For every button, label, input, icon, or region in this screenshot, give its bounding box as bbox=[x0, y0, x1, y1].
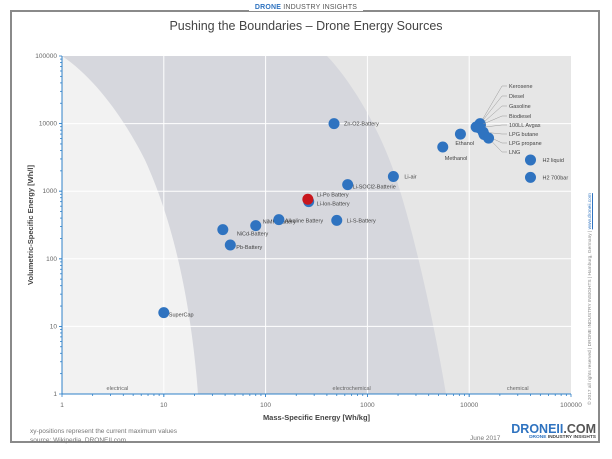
point-label-100ll-avgas: 100LL Avgas bbox=[509, 123, 541, 129]
region-label-electrochemical: electrochemical bbox=[333, 386, 371, 392]
brand-header: DRONE INDUSTRY INSIGHTS bbox=[0, 4, 612, 11]
date-label: June 2017 bbox=[470, 435, 501, 442]
point-label-supercap: SuperCap bbox=[169, 313, 194, 319]
x-tick-label: 1 bbox=[60, 402, 64, 409]
point-h2-700bar bbox=[524, 171, 536, 183]
point-nimh-battery bbox=[250, 220, 262, 232]
point-label-lng: LNG bbox=[509, 150, 520, 156]
logo-suffix: .COM bbox=[563, 422, 596, 436]
copyright-text: © 2017 all rights reserved | DRONE INDUS… bbox=[588, 230, 593, 405]
point-label-zn-o2-battery: Zn-O2-Battery bbox=[344, 122, 379, 128]
logo-sub-bold: DRONE bbox=[529, 435, 547, 440]
point-label-h2-liquid: H2 liquid bbox=[542, 158, 563, 164]
point-nicd-battery bbox=[217, 224, 229, 236]
leader-line bbox=[476, 115, 507, 128]
point-label-ethanol: Ethanol bbox=[455, 141, 474, 147]
point-label-h2-700bar: H2 700bar bbox=[542, 175, 568, 181]
point-label-gasoline: Gasoline bbox=[509, 104, 531, 110]
leader-line bbox=[480, 105, 507, 126]
leader-line bbox=[488, 137, 507, 153]
y-tick-label: 1000 bbox=[43, 188, 58, 195]
x-axis-label: Mass-Specific Energy [Wh/kg] bbox=[263, 413, 371, 422]
point-label-kerosene: Kerosene bbox=[509, 84, 533, 90]
point-label-li-socl2-batterie: Li-SOCl2-Batterie bbox=[353, 185, 396, 191]
region-label-chemical: chemical bbox=[507, 386, 529, 392]
brand-rest: INDUSTRY INSIGHTS bbox=[281, 4, 358, 11]
point-label-nicd-battery: NiCd-Battery bbox=[237, 232, 269, 238]
x-tick-label: 100000 bbox=[560, 402, 582, 409]
region-label-electrical: electrical bbox=[107, 386, 129, 392]
x-tick-label: 100 bbox=[260, 402, 271, 409]
point-label-lpg-propane: LPG propane bbox=[509, 141, 542, 147]
point-methanol bbox=[437, 141, 449, 153]
point-li-po-battery bbox=[302, 193, 314, 205]
point-label-pb-battery: Pb-Battery bbox=[236, 245, 262, 251]
copyright-sidebar: © 2017 all rights reserved | DRONE INDUS… bbox=[588, 193, 593, 405]
droneii-logo: DRONEII.COM DRONE INDUSTRY INSIGHTS bbox=[511, 423, 596, 440]
point-label-li-air: Li-air bbox=[404, 174, 416, 180]
point-ethanol bbox=[454, 128, 466, 140]
point-pb-battery bbox=[224, 239, 236, 251]
leader-line bbox=[479, 95, 507, 125]
point-h2-liquid bbox=[524, 154, 536, 166]
y-tick-label: 100000 bbox=[35, 53, 57, 60]
point-label-alkaline-battery: Alkaline Battery bbox=[285, 219, 323, 225]
point-label-methanol: Methanol bbox=[445, 156, 468, 162]
y-tick-label: 10000 bbox=[39, 121, 57, 128]
leader-line bbox=[479, 85, 507, 124]
point-label-biodiesel: Biodiesel bbox=[509, 114, 531, 120]
logo-main: DRONEII bbox=[511, 422, 564, 436]
y-axis-label: Volumetric-Specific Energy [Wh/l] bbox=[26, 165, 35, 285]
logo-sub-rest: INDUSTRY INSIGHTS bbox=[546, 435, 596, 440]
chart-title: Pushing the Boundaries – Drone Energy So… bbox=[169, 19, 443, 33]
point-li-s-battery bbox=[331, 214, 343, 226]
y-tick-label: 100 bbox=[46, 256, 57, 263]
y-tick-label: 1 bbox=[53, 391, 57, 398]
point-alkaline-battery bbox=[273, 214, 285, 226]
point-label-lpg-butane: LPG butane bbox=[509, 132, 538, 138]
point-li-socl2-batterie bbox=[342, 179, 354, 191]
brand-bold: DRONE bbox=[254, 4, 282, 11]
x-tick-label: 10000 bbox=[460, 402, 478, 409]
chart-frame bbox=[10, 10, 600, 443]
website-link[interactable]: www.droneii.com bbox=[588, 193, 593, 230]
y-tick-label: 10 bbox=[50, 323, 58, 330]
point-li-air bbox=[387, 170, 399, 182]
x-tick-label: 1000 bbox=[360, 402, 375, 409]
footnote-source: source: Wikipedia, DRONEII.com bbox=[30, 437, 127, 444]
footnote-positions: xy-positions represent the current maxim… bbox=[30, 428, 178, 435]
point-label-li-s-battery: Li-S-Battery bbox=[347, 218, 376, 224]
leader-line bbox=[479, 124, 507, 128]
point-supercap bbox=[158, 307, 170, 319]
x-tick-label: 10 bbox=[160, 402, 168, 409]
point-label-diesel: Diesel bbox=[509, 94, 524, 100]
point-label-li-po-battery: Li-Po Battery bbox=[317, 192, 349, 198]
point-zn-o2-battery bbox=[328, 118, 340, 130]
point-lng bbox=[483, 132, 495, 144]
point-label-li-ion-battery: Li-Ion-Battery bbox=[317, 202, 350, 208]
